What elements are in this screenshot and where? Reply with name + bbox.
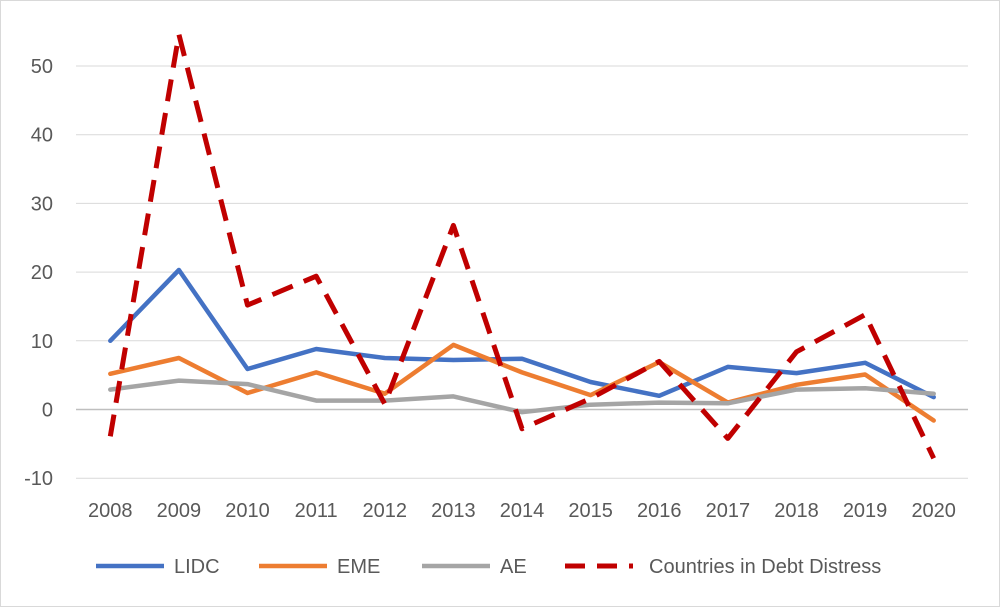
gridlines	[76, 65, 968, 479]
series-line-eme	[108, 342, 936, 423]
legend-label: EME	[337, 556, 380, 578]
series-lines	[107, 31, 936, 460]
x-tick-label: 2015	[568, 500, 613, 522]
x-tick-label: 2011	[295, 500, 338, 522]
x-tick-label: 2019	[843, 500, 888, 522]
series-line-lidc	[108, 267, 936, 400]
legend-label: AE	[500, 556, 527, 578]
x-tick-label: 2013	[431, 500, 476, 522]
x-tick-label: 2012	[363, 500, 408, 522]
legend: LIDC EME AE Countries in Debt Distress	[96, 556, 881, 578]
series-line-countries-in-debt-distress	[107, 31, 936, 460]
y-tick-label: 50	[31, 56, 53, 78]
x-tick-label: 2017	[706, 500, 751, 522]
y-tick-label: 20	[31, 262, 53, 284]
axes: -10 0 10 20 30 40 50 2008 2009 2010 2011 2012 2013 20…	[24, 56, 968, 522]
x-tick-label: 2020	[911, 500, 956, 522]
x-tick-label: 2010	[225, 500, 270, 522]
y-tick-label: 0	[42, 400, 53, 422]
x-tick-label: 2018	[774, 500, 819, 522]
y-tick-label: 30	[31, 193, 53, 215]
legend-label: LIDC	[174, 556, 220, 578]
series-line-ae	[108, 378, 936, 415]
y-tick-label: 10	[31, 331, 53, 353]
x-tick-label: 2014	[500, 500, 545, 522]
x-tick-label: 2008	[88, 500, 133, 522]
legend-label: Countries in Debt Distress	[649, 556, 881, 578]
x-tick-label: 2009	[157, 500, 202, 522]
y-tick-label: -10	[24, 468, 53, 490]
x-tick-label: 2016	[637, 500, 682, 522]
y-tick-label: 40	[31, 125, 53, 147]
